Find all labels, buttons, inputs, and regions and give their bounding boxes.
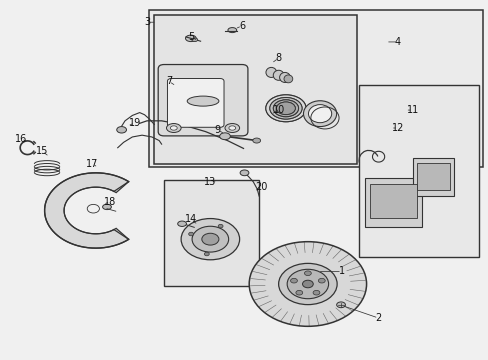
Ellipse shape xyxy=(286,269,328,299)
Ellipse shape xyxy=(219,133,230,140)
Ellipse shape xyxy=(185,35,196,41)
Ellipse shape xyxy=(312,291,319,295)
Bar xyxy=(154,15,356,164)
Ellipse shape xyxy=(265,95,305,122)
Ellipse shape xyxy=(166,123,181,132)
Ellipse shape xyxy=(279,72,290,82)
Text: 16: 16 xyxy=(15,134,27,144)
Ellipse shape xyxy=(177,221,186,226)
Ellipse shape xyxy=(202,233,219,245)
Text: 18: 18 xyxy=(104,197,116,207)
Ellipse shape xyxy=(87,204,99,213)
Ellipse shape xyxy=(187,96,219,106)
Text: 4: 4 xyxy=(394,37,400,47)
Text: 2: 2 xyxy=(375,313,381,323)
Text: 10: 10 xyxy=(272,105,284,115)
Text: 14: 14 xyxy=(184,215,197,224)
Ellipse shape xyxy=(304,271,311,275)
Ellipse shape xyxy=(290,278,297,283)
Ellipse shape xyxy=(269,98,302,119)
Text: 1: 1 xyxy=(338,266,345,276)
Ellipse shape xyxy=(227,28,236,33)
Bar xyxy=(365,178,421,226)
FancyBboxPatch shape xyxy=(158,64,247,136)
Bar xyxy=(149,10,483,167)
Ellipse shape xyxy=(276,102,295,114)
Text: 15: 15 xyxy=(36,146,48,156)
FancyBboxPatch shape xyxy=(167,78,224,127)
Polygon shape xyxy=(44,173,128,248)
Text: 17: 17 xyxy=(86,159,99,169)
Ellipse shape xyxy=(102,204,111,210)
Ellipse shape xyxy=(224,123,239,132)
Ellipse shape xyxy=(295,291,302,295)
Ellipse shape xyxy=(273,100,298,117)
Ellipse shape xyxy=(278,264,336,305)
Ellipse shape xyxy=(204,252,209,256)
Ellipse shape xyxy=(308,105,331,123)
Ellipse shape xyxy=(336,302,345,308)
Text: 5: 5 xyxy=(187,32,194,41)
Bar xyxy=(416,163,449,190)
Ellipse shape xyxy=(188,232,193,236)
Ellipse shape xyxy=(170,126,177,130)
Ellipse shape xyxy=(265,95,305,122)
Bar xyxy=(412,158,453,196)
Ellipse shape xyxy=(117,127,126,133)
Text: 20: 20 xyxy=(255,182,267,192)
Bar xyxy=(163,180,259,286)
Ellipse shape xyxy=(273,70,284,80)
Text: 3: 3 xyxy=(143,17,150,27)
Ellipse shape xyxy=(284,75,292,83)
Ellipse shape xyxy=(240,170,248,176)
Bar xyxy=(358,85,478,257)
Ellipse shape xyxy=(191,38,197,41)
Ellipse shape xyxy=(192,226,228,252)
Text: 13: 13 xyxy=(204,177,216,187)
Ellipse shape xyxy=(181,219,239,260)
Text: 12: 12 xyxy=(391,123,404,133)
Ellipse shape xyxy=(303,101,336,127)
Text: 9: 9 xyxy=(214,125,220,135)
Ellipse shape xyxy=(252,138,260,143)
Ellipse shape xyxy=(265,67,276,77)
Ellipse shape xyxy=(318,278,325,283)
Ellipse shape xyxy=(218,224,223,228)
Ellipse shape xyxy=(228,126,235,130)
Text: 6: 6 xyxy=(239,21,244,31)
Text: 8: 8 xyxy=(275,53,281,63)
Text: 11: 11 xyxy=(406,105,418,115)
Ellipse shape xyxy=(302,280,313,288)
Text: 19: 19 xyxy=(128,118,141,128)
Ellipse shape xyxy=(249,242,366,326)
Bar xyxy=(369,184,416,218)
Text: 7: 7 xyxy=(165,76,172,86)
